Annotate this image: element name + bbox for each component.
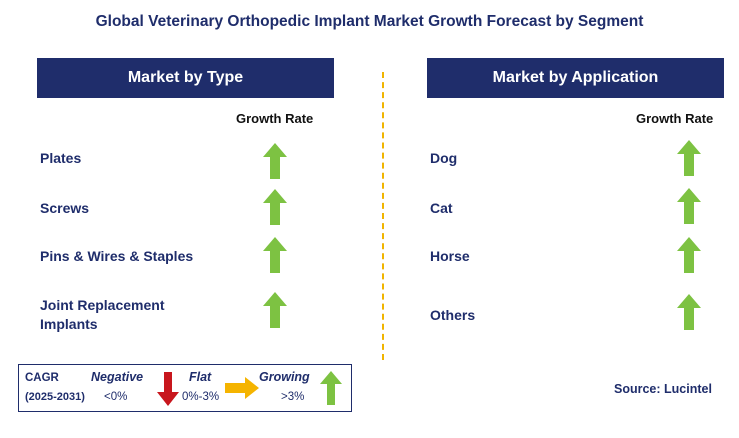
arrow-up-green-icon (320, 371, 342, 405)
arrow-up-green-icon (263, 237, 287, 273)
panel-divider (382, 72, 384, 360)
row-label-screws: Screws (40, 200, 90, 216)
row-label-cat: Cat (430, 200, 453, 216)
arrow-up-green-icon (263, 189, 287, 225)
legend-negative-range: <0% (104, 391, 128, 403)
arrow-up-green-icon (263, 143, 287, 179)
arrow-up-green-icon (677, 294, 701, 330)
arrow-up-green-icon (263, 292, 287, 328)
legend-negative-label: Negative (91, 370, 144, 384)
legend-growing-label: Growing (259, 370, 310, 384)
legend-period: (2025-2031) (25, 391, 85, 403)
row-label-others: Others (430, 307, 476, 323)
row-label-joint-replacement: Joint Replacement Implants (40, 297, 165, 332)
legend-flat-label: Flat (189, 370, 212, 384)
arrow-up-green-icon (677, 188, 701, 224)
panel-header-application: Market by Application (427, 58, 724, 98)
arrow-right-yellow-icon (225, 377, 259, 399)
cagr-legend: CAGR (2025-2031) Negative <0% Flat 0%-3%… (18, 364, 352, 412)
arrow-down-red-icon (157, 372, 179, 406)
legend-growing-range: >3% (281, 391, 305, 403)
source-note: Source: Lucintel (614, 382, 712, 396)
page-title: Global Veterinary Orthopedic Implant Mar… (95, 13, 644, 30)
panel-header-type: Market by Type (37, 58, 334, 98)
arrow-up-green-icon (677, 140, 701, 176)
row-label-dog: Dog (430, 150, 458, 166)
legend-cagr-label: CAGR (25, 372, 59, 384)
row-label-horse: Horse (430, 248, 470, 264)
growth-rate-header-application: Growth Rate (636, 111, 714, 126)
growth-rate-header-type: Growth Rate (236, 111, 314, 126)
row-label-pins-wires-staples: Pins & Wires & Staples (40, 248, 194, 264)
row-label-plates: Plates (40, 150, 82, 166)
arrow-up-green-icon (677, 237, 701, 273)
legend-flat-range: 0%-3% (182, 391, 220, 403)
